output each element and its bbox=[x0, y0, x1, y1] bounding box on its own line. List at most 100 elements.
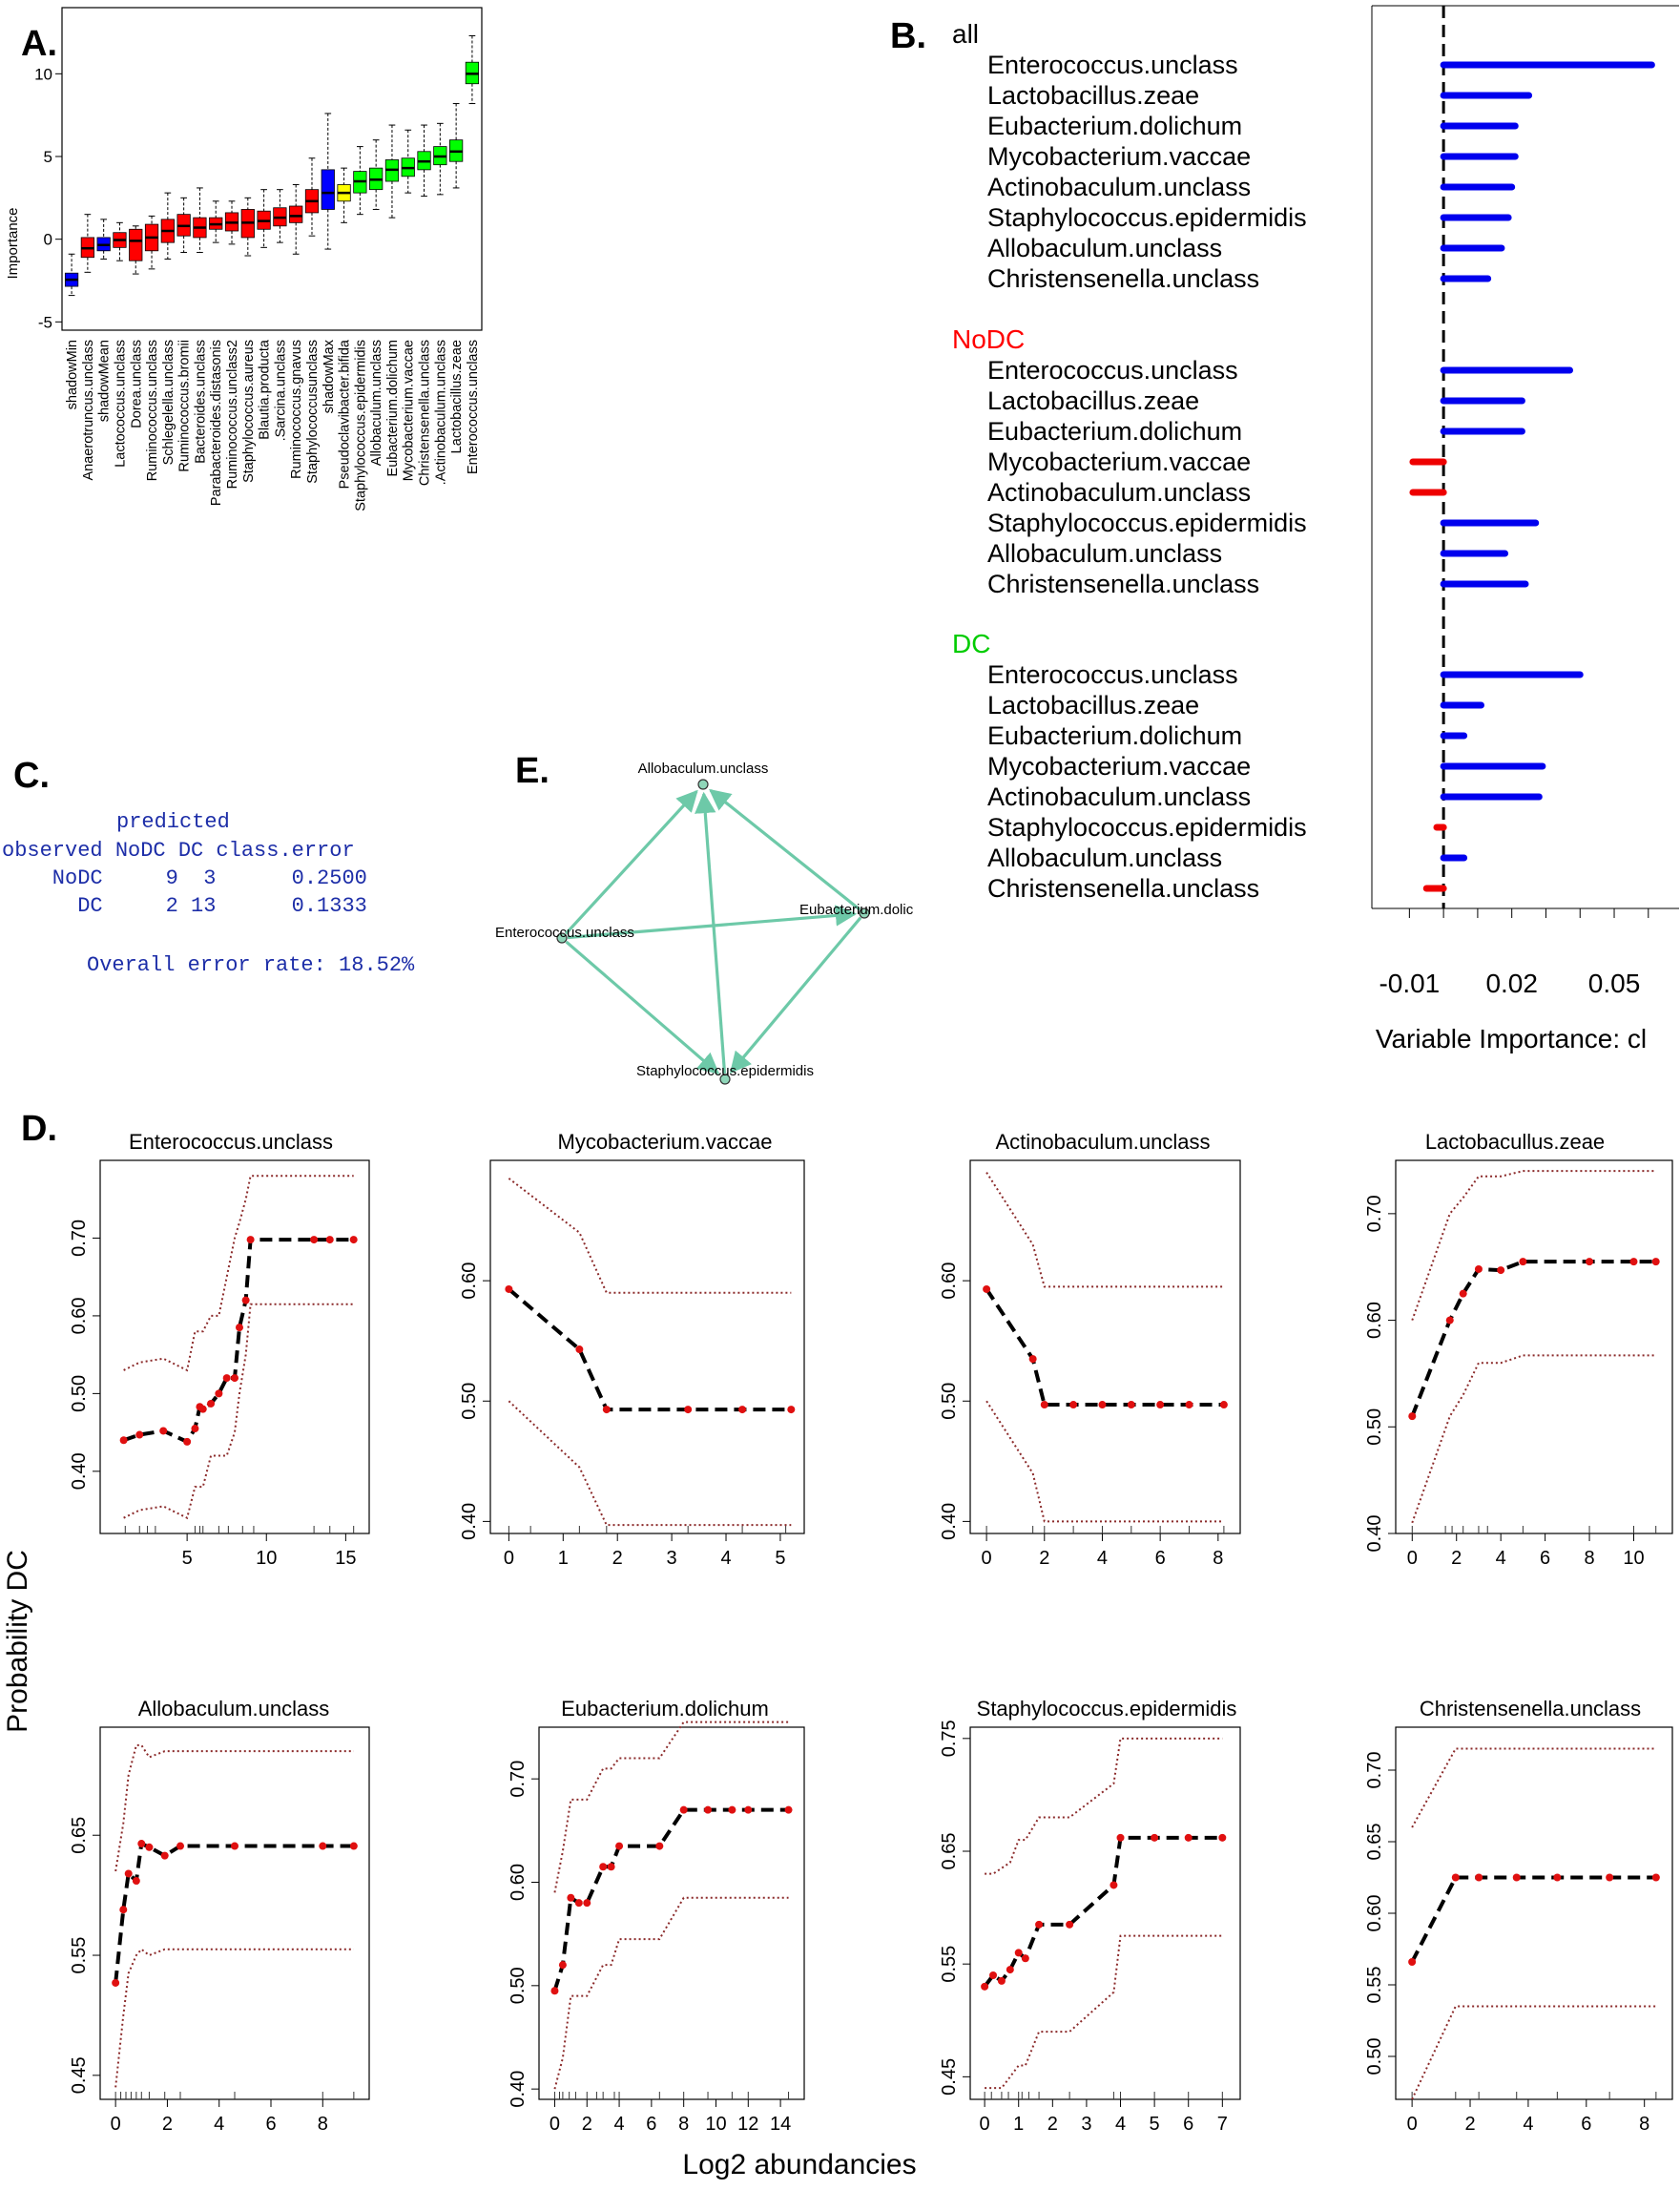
x-tick-label: 10 bbox=[256, 1548, 277, 1569]
variable-label: Allobaculum.unclass bbox=[987, 539, 1222, 568]
data-point bbox=[191, 1425, 199, 1433]
data-point bbox=[599, 1863, 608, 1871]
y-tick-label: 10 bbox=[34, 65, 52, 83]
data-point bbox=[1651, 1258, 1660, 1266]
network-edge bbox=[695, 791, 727, 1074]
data-point bbox=[1116, 1833, 1125, 1842]
y-tick-label: 0.55 bbox=[69, 1937, 90, 1974]
y-tick-label: 0.45 bbox=[69, 2056, 90, 2094]
data-point bbox=[704, 1805, 713, 1814]
data-point bbox=[124, 1869, 133, 1878]
data-point bbox=[1606, 1873, 1614, 1882]
data-point bbox=[137, 1840, 146, 1848]
variable-label: Lactobacillus.zeae bbox=[987, 386, 1199, 415]
data-point bbox=[997, 1976, 1006, 1985]
plot-title: Christensenella.unclass bbox=[1420, 1697, 1641, 1721]
y-tick-label: 0.40 bbox=[1364, 1515, 1385, 1553]
data-point bbox=[1151, 1833, 1159, 1842]
data-point bbox=[787, 1406, 796, 1414]
x-tick-label: 4 bbox=[1496, 1548, 1506, 1569]
data-point bbox=[1651, 1873, 1660, 1882]
box-label: Schlegelella.unclass bbox=[161, 340, 176, 465]
data-point bbox=[1408, 1958, 1417, 1966]
box-label: Dorea.unclass bbox=[129, 340, 144, 428]
variable-label: Eubacterium.dolichum bbox=[987, 721, 1242, 750]
data-point bbox=[1028, 1355, 1037, 1364]
lower-bound-line bbox=[985, 1934, 1223, 2090]
x-tick-label: 8 bbox=[1639, 2114, 1649, 2135]
x-tick-label: 1 bbox=[558, 1548, 569, 1569]
variable-label: Mycobacterium.vaccae bbox=[987, 448, 1251, 476]
dependence-line bbox=[1410, 1875, 1656, 1963]
box-label: Lactococcus.unclass bbox=[113, 340, 128, 468]
data-point bbox=[1408, 1412, 1417, 1421]
y-tick-label: 0.50 bbox=[939, 1383, 960, 1420]
data-point bbox=[207, 1399, 216, 1408]
variable-label: Actinobaculum.unclass bbox=[987, 478, 1251, 507]
variable-label: Allobaculum.unclass bbox=[987, 234, 1222, 262]
data-point bbox=[198, 1405, 207, 1413]
x-tick-label: 2 bbox=[1451, 1548, 1462, 1569]
data-point bbox=[160, 1851, 169, 1860]
data-point bbox=[1098, 1401, 1107, 1409]
box-label: Christensenella.unclass bbox=[418, 340, 433, 486]
panel-label-c: C. bbox=[13, 756, 50, 796]
data-point bbox=[235, 1324, 243, 1332]
lower-bound-line bbox=[1411, 2005, 1656, 2100]
dependence-plot: Christensenella.unclass 0 2 4 6 8 0.50 0.55 0.60… bbox=[1364, 1697, 1673, 2135]
dependence-plot: Lactobacullus.zeae 0 2 4 6 8 10 0.40 0.50 0.60 0.7… bbox=[1364, 1130, 1673, 1569]
x-tick-label: 15 bbox=[335, 1548, 356, 1569]
box-label: Anaerotruncus.unclass bbox=[81, 340, 96, 481]
data-point bbox=[1451, 1873, 1460, 1882]
box-label: .Sarcina.unclass bbox=[273, 340, 288, 441]
box-label: Mycobacterium.vaccae bbox=[402, 340, 417, 481]
data-point bbox=[1218, 1833, 1227, 1842]
data-point bbox=[1586, 1258, 1594, 1266]
x-tick-label: 4 bbox=[1115, 2114, 1126, 2135]
y-tick-label: 0.70 bbox=[1364, 1195, 1385, 1232]
variable-label: Enterococcus.unclass bbox=[987, 356, 1238, 385]
x-tick-label: 4 bbox=[1097, 1548, 1108, 1569]
x-tick-label: 2 bbox=[1047, 2114, 1058, 2135]
variable-label: Mycobacterium.vaccae bbox=[987, 142, 1251, 171]
variable-label: Eubacterium.dolichum bbox=[987, 112, 1242, 140]
x-tick-label: 0.02 bbox=[1485, 969, 1538, 998]
data-point bbox=[319, 1842, 327, 1850]
y-tick-label: 0.60 bbox=[1364, 1895, 1385, 1932]
upper-bound-line bbox=[985, 1737, 1223, 1875]
x-tick-label: 0 bbox=[980, 2114, 990, 2135]
plot-title: Mycobacterium.vaccae bbox=[558, 1130, 773, 1154]
data-point bbox=[1156, 1401, 1165, 1409]
x-tick-label: 0 bbox=[111, 2114, 121, 2135]
variable-label: Mycobacterium.vaccae bbox=[987, 752, 1251, 781]
x-tick-label: 0 bbox=[982, 1548, 992, 1569]
variable-label: Enterococcus.unclass bbox=[987, 660, 1238, 689]
plot-title: Actinobaculum.unclass bbox=[995, 1130, 1210, 1154]
data-point bbox=[558, 1961, 567, 1970]
y-tick-label: 0.55 bbox=[939, 1946, 960, 1983]
data-point bbox=[1021, 1954, 1029, 1963]
data-point bbox=[1014, 1949, 1023, 1957]
data-point bbox=[744, 1805, 753, 1814]
box-label: Pseudoclavibacter.bifida bbox=[338, 339, 353, 489]
data-point bbox=[135, 1430, 144, 1439]
upper-bound-line bbox=[1411, 1170, 1656, 1321]
upper-bound-line bbox=[114, 1743, 354, 1872]
data-point bbox=[550, 1987, 559, 1995]
dependence-plot: Staphylococcus.epidermidis 0 1 2 3 4 5 6 7 0.45 0.… bbox=[939, 1697, 1241, 2135]
network-edge bbox=[564, 789, 698, 935]
variable-label: Staphylococcus.epidermidis bbox=[987, 813, 1307, 842]
plot-frame bbox=[61, 7, 483, 331]
data-point bbox=[349, 1236, 358, 1244]
network-edge bbox=[729, 916, 862, 1074]
box-label: Enterococcus.unclass bbox=[466, 340, 481, 474]
box-label: Parabacteroides.distasonis bbox=[209, 340, 224, 506]
dependence-plot: Actinobaculum.unclass 0 2 4 6 8 0.40 0.50 0.60 bbox=[939, 1130, 1241, 1569]
box bbox=[289, 205, 303, 223]
y-tick-label: 0.40 bbox=[508, 2071, 529, 2108]
data-point bbox=[981, 1982, 989, 1991]
variable-label: Christensenella.unclass bbox=[987, 874, 1259, 903]
box-label: Blautia.producta bbox=[258, 339, 273, 440]
box-label: Staphylococcusunclass bbox=[305, 340, 321, 484]
